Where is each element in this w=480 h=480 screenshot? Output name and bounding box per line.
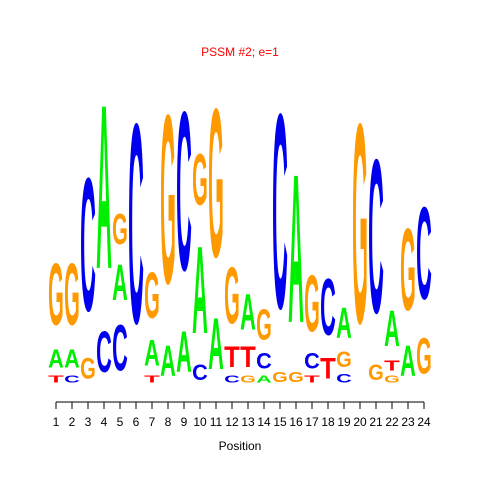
logo-letter: C [176,65,192,318]
logo-letter: G [224,252,240,341]
logo-letter: A [400,337,416,385]
logo-letter: A [160,337,176,385]
logo-letter: A [240,284,256,341]
logo-letter: T [144,374,160,386]
x-tick-label: 6 [133,415,140,429]
logo-letter: A [208,304,224,385]
x-tick-label: 22 [385,415,399,429]
x-tick-label: 3 [85,415,92,429]
logo-letter: A [112,254,128,311]
logo-letter: C [64,374,80,385]
logo-letter: T [304,374,320,386]
x-axis-label: Position [219,439,262,453]
logo-letter: G [144,260,160,333]
x-tick-label: 19 [337,415,351,429]
x-tick-label: 16 [289,415,303,429]
logo-letter: G [368,361,384,385]
logo-letter: G [208,63,224,301]
logo-letter: G [80,353,96,386]
x-tick-label: 5 [117,415,124,429]
logo-letter: A [288,129,304,367]
logo-letter: G [240,374,256,385]
logo-letter: A [48,345,64,374]
logo-letter: G [288,368,304,385]
x-tick-label: 13 [241,415,255,429]
logo-letter: C [336,372,352,385]
logo-letter: G [336,348,352,372]
x-tick-label: 2 [69,415,76,429]
logo-letter: A [144,334,160,374]
logo-letter: C [320,263,336,352]
x-tick-label: 8 [165,415,172,429]
logo-letter: A [192,220,208,359]
x-tick-label: 20 [353,415,367,429]
logo-letter: G [304,260,320,349]
logo-letter: G [416,329,432,386]
logo-letter: G [48,245,64,344]
x-tick-label: 9 [181,415,188,429]
logo-letter: G [352,64,368,383]
logo-letter: G [256,301,272,350]
x-tick-label: 18 [321,415,335,429]
logo-letter: T [240,340,256,373]
logo-letter: C [128,64,144,383]
logo-letter: T [48,374,64,386]
logo-letter: C [112,313,128,386]
logo-letter: G [400,204,416,335]
x-tick-label: 15 [273,415,287,429]
logo-letter: G [160,66,176,335]
x-tick-label: 23 [401,415,415,429]
logo-letter: C [192,360,208,385]
logo-letter: C [368,115,384,360]
logo-letter: A [336,300,352,348]
logo-letter: A [384,300,400,357]
x-tick-label: 1 [53,415,60,429]
x-tick-label: 21 [369,415,383,429]
logo-letter: C [96,320,112,385]
logo-letter: G [384,374,400,385]
logo-letter: A [96,57,112,319]
x-tick-label: 11 [210,415,223,429]
logo-letter: C [416,181,432,328]
x-tick-label: 12 [225,415,239,429]
x-tick-label: 17 [305,415,319,429]
logo-letter: G [64,245,80,344]
logo-letter: G [112,206,128,255]
logo-letter: G [192,139,208,221]
x-tick-label: 14 [257,415,271,429]
logo-letter: C [256,349,272,374]
logo-letter: A [176,320,192,385]
logo-letter: C [272,55,288,367]
logo-letter: T [224,340,240,373]
x-tick-label: 7 [149,415,156,429]
logo-letter: A [256,374,272,385]
logo-letter: G [272,368,288,385]
logo-letter: A [64,345,80,374]
logo-letter: C [304,349,320,374]
logo-letter: T [320,352,336,385]
logo-letter: C [80,137,96,351]
x-tick-label: 24 [417,415,431,429]
logo-letter: T [384,358,400,374]
x-tick-label: 4 [101,415,108,429]
chart-title: PSSM #2; e=1 [201,45,279,59]
x-tick-label: 10 [193,415,207,429]
logo-letter: C [224,374,240,385]
